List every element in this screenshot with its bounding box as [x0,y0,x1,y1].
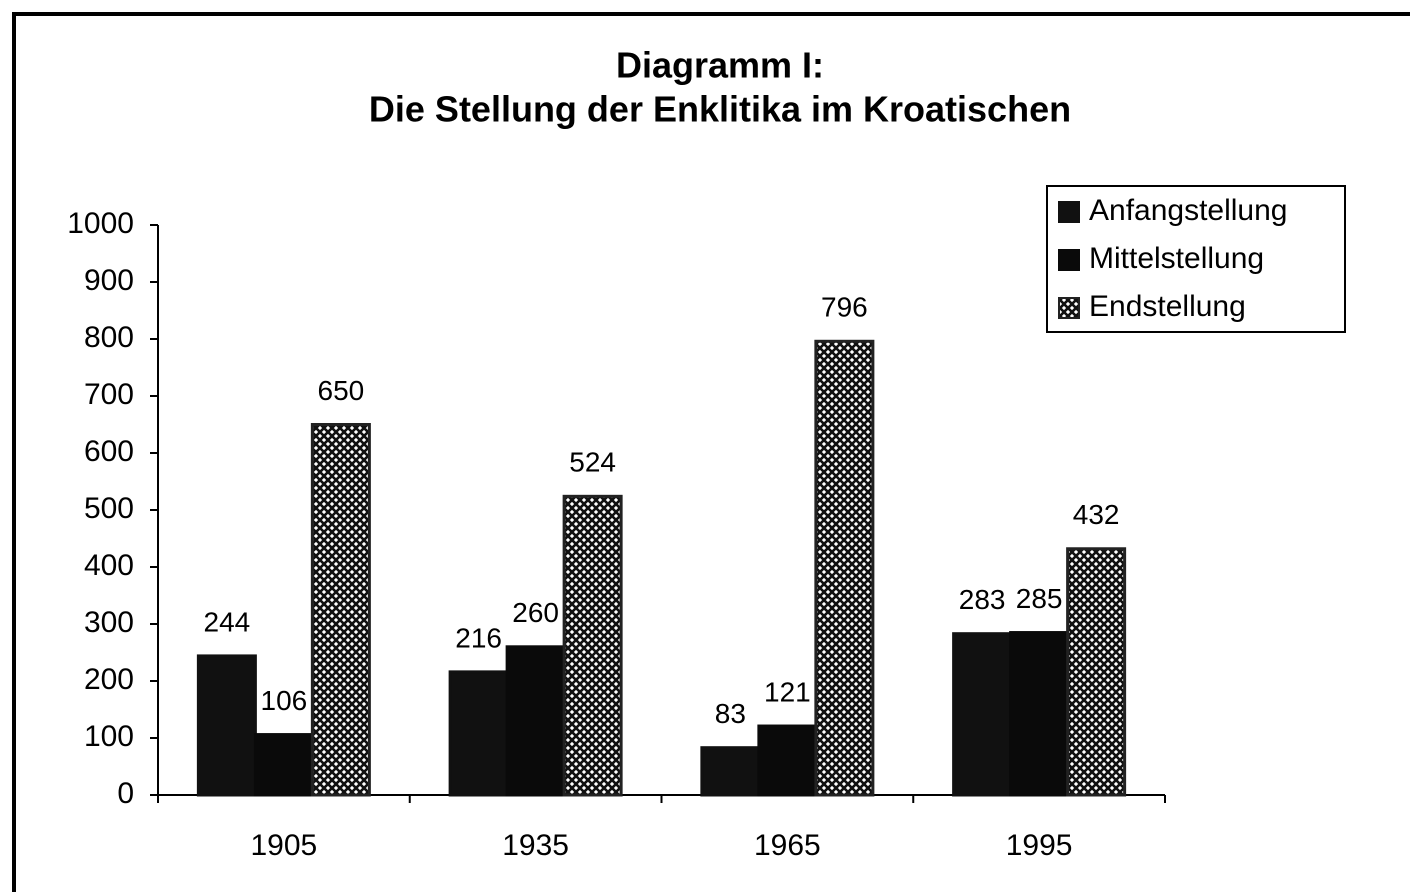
y-tick-label: 300 [84,606,134,639]
bar [448,670,509,797]
data-label: 244 [204,606,251,637]
y-tick-label: 700 [84,378,134,411]
data-label: 524 [569,447,616,478]
x-tick-label: 1905 [251,829,318,862]
bar [814,339,875,797]
x-tick-label: 1935 [502,829,569,862]
bar [952,632,1013,797]
bar [196,654,257,797]
x-tick-label: 1995 [1006,829,1073,862]
chart-subtitle: Die Stellung der Enklitika im Kroatische… [369,89,1071,130]
y-tick-label: 0 [117,777,134,810]
y-tick-label: 600 [84,435,134,468]
data-label: 106 [261,685,308,716]
data-label: 216 [455,622,502,653]
legend-label: Endstellung [1089,290,1246,323]
legend-box [1046,185,1346,333]
bar [562,494,623,797]
data-label: 796 [821,292,868,323]
data-label: 260 [512,597,559,628]
bar [700,746,761,797]
data-label: 650 [318,375,365,406]
y-tick-label: 200 [84,663,134,696]
y-tick-label: 1000 [67,207,134,240]
y-tick-label: 900 [84,264,134,297]
legend-swatch [1058,201,1080,223]
legend-swatch [1058,297,1080,319]
data-label: 285 [1016,583,1063,614]
data-label: 83 [715,698,746,729]
legend-swatch [1058,249,1080,271]
legend-label: Mittelstellung [1089,242,1264,275]
bar [1009,631,1070,797]
frame [12,12,1410,892]
y-tick-label: 400 [84,549,134,582]
legend-label: Anfangstellung [1089,194,1288,227]
data-label: 121 [764,676,811,707]
y-tick-label: 100 [84,720,134,753]
x-tick-label: 1965 [754,829,821,862]
bar [757,724,818,797]
chart-title: Diagramm I: [616,45,824,86]
bar [310,423,371,797]
bar [253,733,314,797]
bar [1066,547,1127,797]
bar [505,645,566,797]
data-label: 432 [1073,499,1120,530]
y-tick-label: 500 [84,492,134,525]
y-tick-label: 800 [84,321,134,354]
data-label: 283 [959,584,1006,615]
